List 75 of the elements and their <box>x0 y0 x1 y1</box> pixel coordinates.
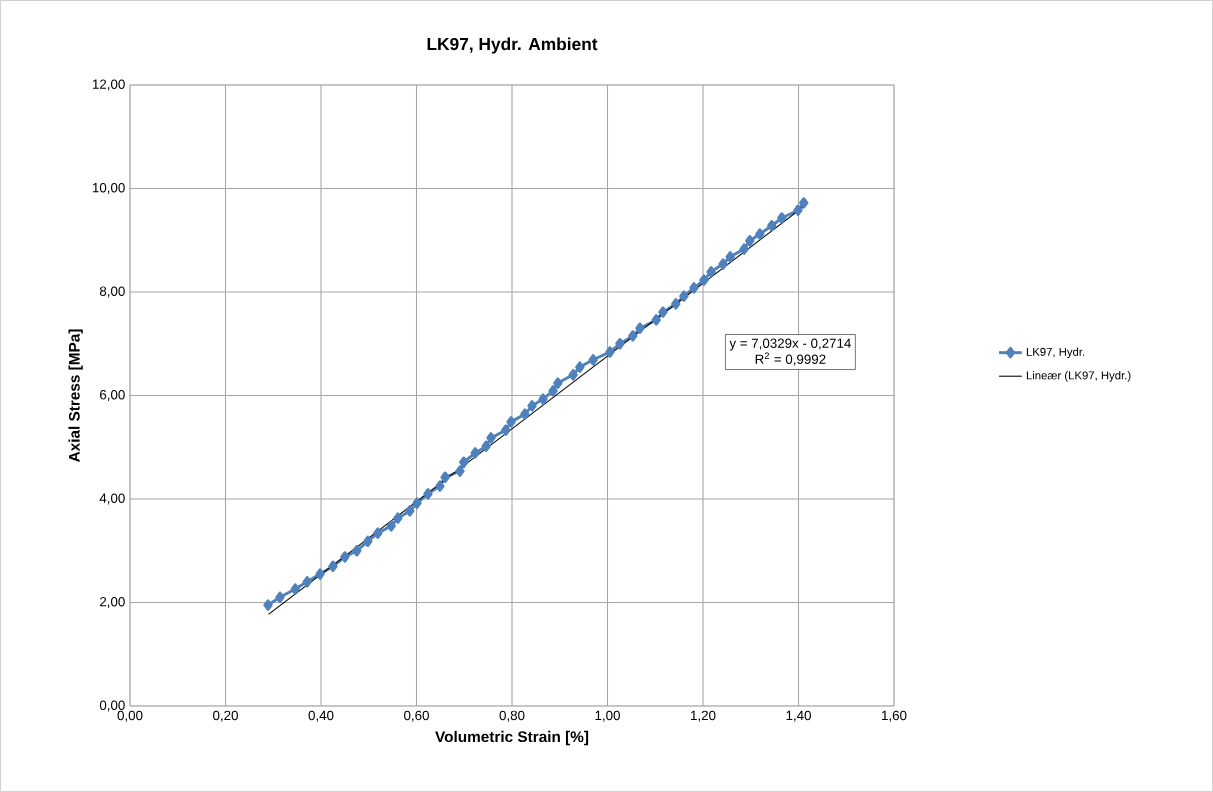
y-tick-label: 6,00 <box>100 389 125 402</box>
x-tick-label: 1,20 <box>691 710 716 722</box>
point <box>423 488 433 500</box>
legend-label: LK97, Hydr. <box>1026 347 1085 359</box>
point <box>553 377 563 389</box>
point <box>412 497 422 509</box>
point <box>679 290 689 302</box>
point <box>501 424 511 436</box>
y-tick-label: 8,00 <box>99 286 125 298</box>
point <box>455 465 465 477</box>
point <box>302 576 312 588</box>
point <box>793 204 803 216</box>
point <box>718 258 728 270</box>
chart-title: LK97, Hydr. Ambient <box>427 37 598 54</box>
point <box>568 369 578 381</box>
x-tick-label: 1,60 <box>882 710 907 722</box>
x-axis-title: Volumetric Strain [%] <box>435 730 589 746</box>
point <box>799 197 809 209</box>
x-tick-label: 0,20 <box>213 710 238 722</box>
point <box>328 560 338 572</box>
point <box>440 471 450 483</box>
point <box>459 456 469 468</box>
point <box>658 306 668 318</box>
x-tick-label: 0,80 <box>499 710 525 722</box>
point <box>405 505 415 517</box>
y-tick-label: 0,00 <box>99 700 125 712</box>
point <box>745 235 755 247</box>
point <box>275 591 285 604</box>
point <box>739 243 749 255</box>
point <box>527 400 537 412</box>
point <box>628 330 638 342</box>
point <box>575 361 585 373</box>
x-tick-label: 0,00 <box>117 710 143 722</box>
point <box>605 346 615 358</box>
x-tick-label: 0,40 <box>308 710 334 722</box>
annotation: y = 7,0329x - 0,2714 <box>729 338 851 351</box>
annotation: R$^{2}$ = 0,9992 <box>755 352 826 366</box>
point <box>435 480 445 492</box>
point <box>363 535 373 548</box>
point <box>520 408 530 420</box>
point <box>755 228 765 240</box>
point <box>290 583 300 595</box>
x-tick-label: 0,60 <box>404 710 429 722</box>
y-axis-title: Axial Stress [MPa] <box>68 329 83 463</box>
point <box>671 298 681 310</box>
point <box>393 512 403 524</box>
x-tick-label: 1,00 <box>595 710 620 722</box>
point <box>506 416 516 428</box>
point <box>725 251 735 263</box>
y-tick-label: 10,00 <box>92 182 125 195</box>
point <box>588 354 598 366</box>
point <box>615 338 625 350</box>
point <box>635 322 645 334</box>
point <box>386 520 396 532</box>
point <box>548 385 558 397</box>
point <box>777 212 787 224</box>
point <box>481 440 491 452</box>
point <box>689 282 699 294</box>
point <box>651 314 661 326</box>
point <box>315 568 325 580</box>
point <box>263 599 273 611</box>
point <box>486 432 496 444</box>
y-tick-label: 12,00 <box>92 79 125 91</box>
point <box>706 266 716 278</box>
point <box>767 220 777 232</box>
point <box>340 551 350 563</box>
x-tick-label: 1,40 <box>786 710 811 722</box>
point <box>470 447 480 459</box>
y-tick-label: 4,00 <box>99 493 125 505</box>
point <box>538 393 548 405</box>
legend-label: Lineær (LK97, Hydr.) <box>1026 371 1131 382</box>
point <box>352 545 362 557</box>
point <box>699 274 709 286</box>
y-tick-label: 2,00 <box>100 596 125 608</box>
point <box>373 527 383 539</box>
